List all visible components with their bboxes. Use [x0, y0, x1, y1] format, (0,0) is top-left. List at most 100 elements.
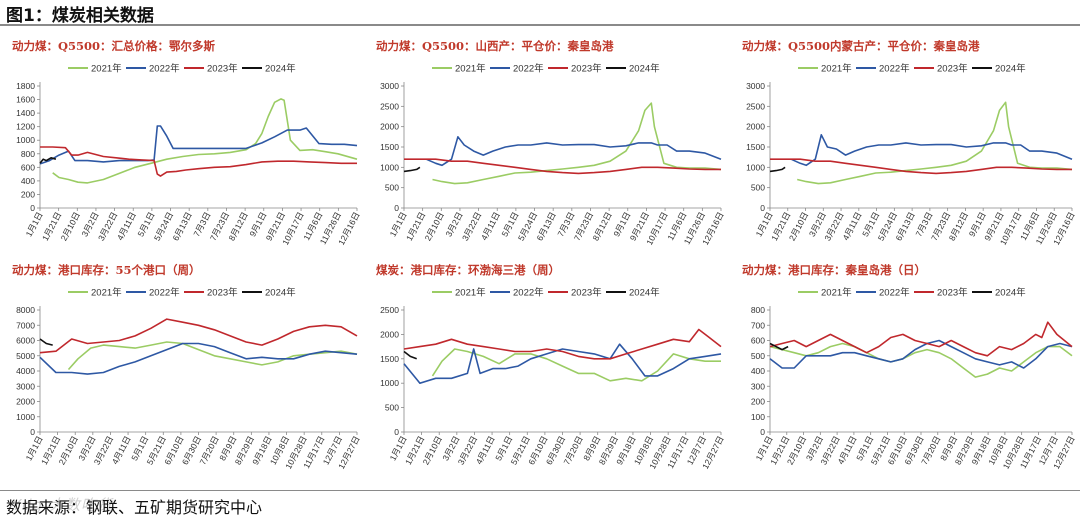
legend-label: 2022年: [513, 287, 544, 299]
y-tick-label: 7000: [16, 320, 35, 330]
y-tick-label: 500: [751, 183, 765, 193]
chart-panel-5: 煤炭：港口库存：环渤海三港（周） 2021年 2022年 2023年 2024年 0 50…: [372, 262, 727, 492]
series-line-2022年: [403, 343, 722, 384]
y-tick-label: 600: [21, 162, 35, 172]
legend-label: 2021年: [91, 287, 122, 299]
series-line-2021年: [769, 342, 1073, 378]
chart-panel-2: 动力煤：Q5500：山西产：平仓价：秦皇岛港 2021年 2022年 2023年 20…: [372, 38, 727, 268]
y-tick-label: 2500: [746, 101, 765, 111]
series-line-2023年: [769, 321, 1073, 357]
y-tick-label: 0: [30, 427, 35, 437]
series-line-2023年: [404, 158, 721, 175]
series-line-2021年: [432, 102, 722, 185]
bottom-divider: [0, 490, 1080, 491]
y-tick-label: 1000: [16, 412, 35, 422]
y-tick-label: 400: [751, 366, 765, 376]
y-tick-label: 1800: [16, 81, 35, 91]
y-tick-label: 2000: [380, 122, 399, 132]
legend-label: 2021年: [91, 63, 122, 75]
legend-label: 2023年: [937, 63, 968, 75]
series-line-2021年: [797, 101, 1073, 185]
y-tick-label: 5000: [16, 351, 35, 361]
y-tick-label: 1000: [746, 162, 765, 172]
y-tick-label: 1000: [380, 162, 399, 172]
legend-label: 2021年: [821, 287, 852, 299]
y-tick-label: 1200: [16, 122, 35, 132]
chart-svg: 2021年 2022年 2023年 2024年 0 500 1000 1500 2000 2500…: [746, 63, 1077, 247]
series-line-2021年: [52, 98, 358, 184]
y-tick-label: 2000: [380, 329, 399, 339]
y-tick-label: 500: [751, 351, 765, 361]
legend-label: 2022年: [149, 63, 180, 75]
top-divider: [0, 24, 1080, 26]
y-tick-label: 2500: [380, 305, 399, 315]
legend-label: 2024年: [629, 287, 660, 299]
series-line-2021年: [431, 348, 721, 382]
chart-svg: 2021年 2022年 2023年 2024年 0 1000 2000 3000 4000 500…: [16, 287, 362, 471]
y-tick-label: 300: [751, 381, 765, 391]
legend-label: 2024年: [265, 63, 296, 75]
legend-label: 2023年: [207, 63, 238, 75]
series-line-2024年: [403, 350, 417, 360]
series-line-2022年: [769, 339, 1073, 369]
y-tick-label: 1500: [380, 354, 399, 364]
series-line-2022年: [790, 134, 1073, 167]
legend-label: 2024年: [265, 287, 296, 299]
y-tick-label: 1500: [380, 142, 399, 152]
legend-label: 2021年: [821, 63, 852, 75]
figure-title: 图1：煤炭相关数据: [6, 6, 154, 26]
y-tick-label: 3000: [746, 81, 765, 91]
legend-label: 2023年: [207, 287, 238, 299]
y-tick-label: 200: [751, 397, 765, 407]
chart-panel-6: 动力煤：港口库存：秦皇岛港（日） 2021年 2022年 2023年 2024年 0 10…: [738, 262, 1080, 492]
series-line-2023年: [39, 318, 358, 354]
chart-svg: 2021年 2022年 2023年 2024年 0 100 200 300 400 500 600 7…: [751, 287, 1077, 471]
legend-label: 2024年: [629, 63, 660, 75]
chart-title: 动力煤：Q5500内蒙古产：平仓价：秦皇岛港: [742, 39, 980, 53]
y-tick-label: 4000: [16, 366, 35, 376]
y-tick-label: 600: [751, 336, 765, 346]
y-tick-label: 1600: [16, 95, 35, 105]
chart-panel-1: 动力煤：Q5500：汇总价格：鄂尔多斯 2021年 2022年 2023年 2024年…: [8, 38, 363, 268]
series-line-2024年: [39, 338, 53, 346]
y-tick-label: 1000: [380, 378, 399, 388]
chart-title: 动力煤：Q5500：山西产：平仓价：秦皇岛港: [376, 39, 614, 53]
y-tick-label: 1000: [16, 135, 35, 145]
y-tick-label: 0: [760, 203, 765, 213]
y-tick-label: 1400: [16, 108, 35, 118]
chart-panel-4: 动力煤：港口库存：55个港口（周） 2021年 2022年 2023年 2024年 0 1…: [8, 262, 363, 492]
chart-title: 动力煤：港口库存：秦皇岛港（日）: [742, 263, 926, 277]
legend-label: 2024年: [995, 63, 1026, 75]
y-tick-label: 700: [751, 320, 765, 330]
y-tick-label: 400: [21, 176, 35, 186]
y-tick-label: 3000: [380, 81, 399, 91]
legend-label: 2024年: [995, 287, 1026, 299]
chart-svg: 2021年 2022年 2023年 2024年 0 500 1000 1500 2000 2500…: [380, 63, 726, 247]
series-line-2024年: [39, 157, 57, 164]
y-tick-label: 2500: [380, 101, 399, 111]
legend-label: 2023年: [571, 63, 602, 75]
series-line-2023年: [403, 328, 722, 360]
legend-label: 2022年: [879, 63, 910, 75]
y-tick-label: 0: [760, 427, 765, 437]
series-line-2023年: [770, 158, 1072, 175]
y-tick-label: 800: [21, 149, 35, 159]
chart-svg: 2021年 2022年 2023年 2024年 0 200 400 600 800 1000 120…: [16, 63, 362, 247]
series-line-2022年: [39, 342, 358, 375]
y-tick-label: 6000: [16, 336, 35, 346]
chart-title: 煤炭：港口库存：环渤海三港（周）: [376, 263, 560, 277]
chart-svg: 2021年 2022年 2023年 2024年 0 500 1000 1500 2000 2500…: [380, 287, 726, 471]
legend-label: 2023年: [937, 287, 968, 299]
source-note: 数据来源：钢联、五矿期货研究中心: [6, 498, 263, 517]
chart-panel-3: 动力煤：Q5500内蒙古产：平仓价：秦皇岛港 2021年 2022年 2023年 20…: [738, 38, 1080, 268]
legend-label: 2022年: [513, 63, 544, 75]
y-tick-label: 3000: [16, 381, 35, 391]
series-line-2024年: [403, 166, 421, 173]
legend-label: 2023年: [571, 287, 602, 299]
legend-label: 2021年: [455, 63, 486, 75]
y-tick-label: 500: [385, 183, 399, 193]
legend-label: 2021年: [455, 287, 486, 299]
y-tick-label: 100: [751, 412, 765, 422]
y-tick-label: 800: [751, 305, 765, 315]
y-tick-label: 500: [385, 403, 399, 413]
